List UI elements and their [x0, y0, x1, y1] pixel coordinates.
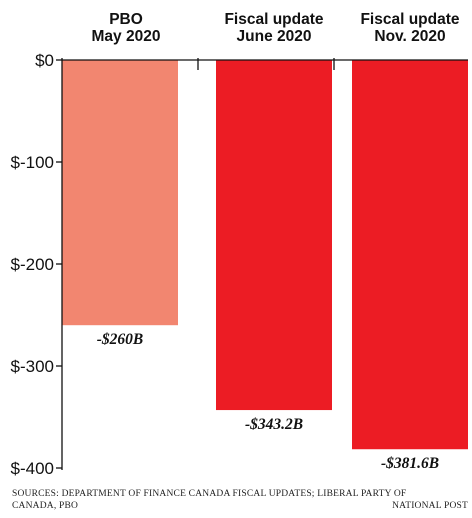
- y-tick-label-1: $-100: [11, 153, 54, 172]
- category-label-0-line-1: May 2020: [92, 28, 161, 45]
- data-label-1: -$343.2B: [245, 416, 303, 433]
- category-label-1-line-1: June 2020: [237, 28, 312, 45]
- category-label-2-line-0: Fiscal update: [360, 11, 459, 28]
- y-tick-label-0: $0: [35, 51, 54, 70]
- data-label-0: -$260B: [97, 331, 144, 348]
- category-label-2-line-1: Nov. 2020: [374, 28, 445, 45]
- data-label-2: -$381.6B: [381, 455, 439, 472]
- y-tick-label-3: $-300: [11, 357, 54, 376]
- bar-0: [62, 60, 178, 326]
- bar-2: [352, 60, 468, 450]
- category-label-0-line-0: PBO: [109, 11, 143, 28]
- category-label-1-line-0: Fiscal update: [224, 11, 323, 28]
- bar-1: [216, 60, 332, 411]
- source-note: SOURCES: DEPARTMENT OF FINANCE CANADA FI…: [12, 489, 407, 511]
- y-tick-label-2: $-200: [11, 255, 54, 274]
- publisher-credit: NATIONAL POST: [392, 501, 468, 511]
- y-tick-label-4: $-400: [11, 459, 54, 478]
